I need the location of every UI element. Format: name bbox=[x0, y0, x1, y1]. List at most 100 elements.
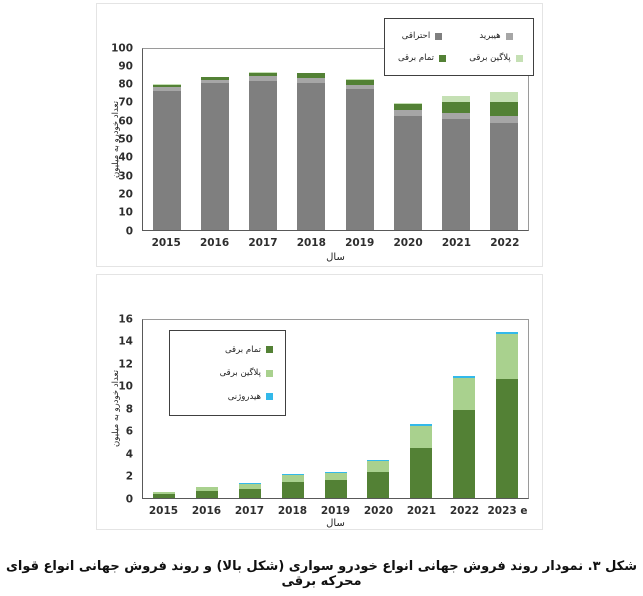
top-chart-panel: تعداد خودرو به میلیون 0 10 20 30 40 50 60 70 80 9… bbox=[96, 3, 543, 267]
y-tick-label: 14 bbox=[118, 335, 133, 348]
bar-segment bbox=[452, 377, 475, 411]
bar-slot bbox=[229, 320, 272, 498]
bar-segment bbox=[452, 410, 475, 498]
bar-segment bbox=[238, 484, 261, 489]
bar-segment bbox=[345, 85, 374, 89]
stacked-bar-2020 bbox=[393, 49, 422, 230]
bar-segment bbox=[297, 73, 326, 78]
legend-label: پلاگین برقی bbox=[219, 368, 261, 378]
y-tick-label: 90 bbox=[118, 60, 133, 73]
stacked-bar-2020 bbox=[367, 320, 390, 498]
bar-segment bbox=[249, 72, 278, 77]
stacked-bar-2016 bbox=[196, 320, 219, 498]
x-tick-label: 2019 bbox=[345, 237, 375, 249]
x-tick-label: 2018 bbox=[296, 237, 326, 249]
bar-slot bbox=[384, 49, 432, 230]
bar-segment bbox=[410, 447, 433, 498]
x-tick-label: 2021 bbox=[406, 505, 437, 517]
figure-caption: شکل ۳. نمودار روند فروش جهانی انواع خودر… bbox=[5, 559, 638, 589]
x-tick-label: 2022 bbox=[490, 237, 520, 249]
stacked-bar-2018 bbox=[297, 49, 326, 230]
stacked-bar-2017 bbox=[249, 49, 278, 230]
y-tick-label: 0 bbox=[125, 492, 133, 505]
legend-item: پلاگین برقی bbox=[220, 368, 273, 378]
bar-slot bbox=[357, 320, 400, 498]
bar-slot bbox=[400, 320, 443, 498]
bar-segment bbox=[367, 460, 390, 473]
bar-segment bbox=[393, 115, 422, 230]
bar-segment bbox=[238, 483, 261, 485]
x-axis-tick-labels: 2015 2016 2017 2018 2019 2020 2021 2022 bbox=[142, 237, 529, 249]
legend-item: پلاگین برقی bbox=[469, 53, 523, 63]
legend-item: احتراقی bbox=[401, 31, 443, 41]
bar-segment bbox=[281, 481, 304, 498]
bar-slot bbox=[271, 320, 314, 498]
legend-label: هیدروژنی bbox=[227, 391, 261, 402]
y-tick-label: 6 bbox=[125, 425, 133, 438]
bar-segment bbox=[201, 76, 230, 78]
y-tick-label: 16 bbox=[118, 312, 133, 325]
bar-segment bbox=[441, 102, 470, 114]
bar-segment bbox=[196, 486, 219, 488]
bar-segment bbox=[345, 78, 374, 80]
stacked-bars bbox=[143, 320, 528, 498]
stacked-bar-2022 bbox=[489, 49, 518, 230]
x-tick-label: 2023 e bbox=[487, 505, 528, 517]
bar-segment bbox=[281, 475, 304, 482]
y-tick-label: 100 bbox=[111, 41, 133, 54]
bar-segment bbox=[489, 123, 518, 230]
bar-segment bbox=[324, 472, 347, 481]
x-axis-tick-labels: 2015 2016 2017 2018 2019 2020 2021 2022 2023 e bbox=[142, 505, 529, 517]
bar-slot bbox=[432, 49, 480, 230]
legend-item: تمام برقی bbox=[397, 53, 447, 63]
bar-segment bbox=[297, 77, 326, 83]
bar-segment bbox=[489, 115, 518, 124]
bar-segment bbox=[410, 425, 433, 448]
legend-label: تمام برقی bbox=[224, 344, 261, 355]
x-tick-label: 2019 bbox=[320, 505, 351, 517]
legend-item: هیبرید bbox=[479, 31, 513, 41]
bar-slot bbox=[191, 49, 239, 230]
stacked-bar-2017 bbox=[238, 320, 261, 498]
bar-segment bbox=[249, 80, 278, 230]
bar-segment bbox=[297, 72, 326, 74]
passenger-car-sales-chart: تعداد خودرو به میلیون 0 10 20 30 40 50 60 70 80 9… bbox=[97, 4, 542, 266]
y-tick-label: 40 bbox=[118, 151, 133, 164]
legend-item: هیدروژنی bbox=[228, 392, 273, 402]
bar-slot bbox=[143, 49, 191, 230]
legend-label: هیبرید bbox=[479, 31, 501, 41]
stacked-bar-2021 bbox=[410, 320, 433, 498]
bar-segment bbox=[324, 480, 347, 498]
bar-segment bbox=[441, 118, 470, 230]
bar-slot bbox=[143, 320, 186, 498]
y-tick-label: 12 bbox=[118, 357, 133, 370]
stacked-bar-2019 bbox=[345, 49, 374, 230]
bar-segment bbox=[495, 332, 518, 335]
bar-segment bbox=[410, 424, 433, 426]
electric-powertrain-sales-chart: تعداد خودرو به میلیون 0 2 4 6 8 10 12 14 16 2015… bbox=[97, 275, 542, 529]
bar-slot bbox=[442, 320, 485, 498]
bar-slot bbox=[485, 320, 528, 498]
bar-slot bbox=[314, 320, 357, 498]
x-axis-title: سال bbox=[326, 518, 345, 529]
y-axis-tick-labels: 0 10 20 30 40 50 60 70 80 90 100 bbox=[97, 43, 140, 236]
legend-label: تمام برقی bbox=[397, 53, 435, 63]
legend: تمام برقی پلاگین برقی هیدروژنی bbox=[169, 330, 286, 416]
y-tick-label: 10 bbox=[118, 380, 133, 393]
x-tick-label: 2016 bbox=[199, 237, 230, 249]
y-tick-label: 2 bbox=[125, 470, 133, 483]
bar-segment bbox=[489, 91, 518, 102]
stacked-bar-2018 bbox=[281, 320, 304, 498]
bar-segment bbox=[393, 109, 422, 116]
bar-segment bbox=[153, 84, 182, 86]
x-tick-label: 2017 bbox=[248, 237, 278, 249]
legend-swatch-icon bbox=[266, 369, 273, 377]
bar-segment bbox=[196, 487, 219, 492]
legend-label: احتراقی bbox=[401, 31, 431, 41]
bar-slot bbox=[480, 49, 528, 230]
bar-segment bbox=[153, 492, 176, 494]
stacked-bars bbox=[143, 49, 528, 230]
bar-segment bbox=[153, 90, 182, 230]
bar-slot bbox=[239, 49, 287, 230]
